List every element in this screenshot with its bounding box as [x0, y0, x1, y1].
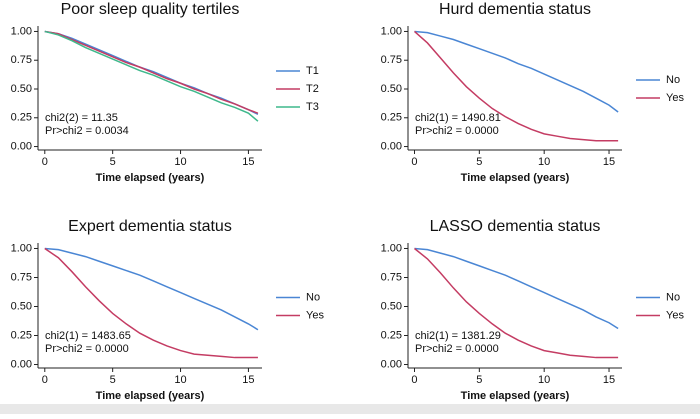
y-tick-label: 0.00: [11, 140, 32, 152]
x-tick-label: 15: [603, 156, 615, 168]
x-axis-label: Time elapsed (years): [461, 390, 570, 402]
x-tick-label: 15: [242, 374, 254, 386]
y-tick-label: 0.75: [381, 54, 402, 66]
y-tick-label: 0.75: [11, 271, 32, 283]
legend-label: No: [666, 291, 680, 303]
survival-line: [414, 30, 619, 113]
y-tick-label: 0.50: [381, 300, 402, 312]
legend-label: No: [306, 291, 320, 303]
x-tick-label: 15: [242, 156, 254, 168]
x-tick-label: 0: [42, 374, 48, 386]
x-tick-label: 5: [110, 156, 116, 168]
survival-line: [44, 247, 258, 359]
annotation: chi2(1) = 1490.81: [415, 112, 501, 124]
y-tick-label: 0.25: [11, 112, 32, 124]
x-axis-label: Time elapsed (years): [461, 172, 570, 184]
x-tick-label: 15: [603, 374, 615, 386]
annotation: Pr>chi2 = 0.0034: [45, 125, 129, 137]
y-tick-label: 1.00: [11, 242, 32, 254]
survival-line: [44, 30, 259, 114]
y-tick-label: 0.50: [11, 300, 32, 312]
x-axis-label: Time elapsed (years): [96, 172, 205, 184]
x-tick-label: 0: [411, 374, 417, 386]
annotation: Pr>chi2 = 0.0000: [415, 343, 499, 355]
survival-line: [44, 30, 259, 122]
survival-line: [414, 247, 619, 330]
x-tick-label: 0: [42, 156, 48, 168]
survival-line: [413, 30, 619, 142]
y-tick-label: 0.00: [11, 358, 32, 370]
x-axis-label: Time elapsed (years): [96, 390, 205, 402]
y-tick-label: 1.00: [381, 242, 402, 254]
legend-label: Yes: [306, 309, 324, 321]
y-tick-label: 1.00: [381, 25, 402, 37]
survival-line: [44, 247, 259, 331]
annotation: chi2(1) = 1381.29: [415, 330, 501, 342]
y-tick-label: 0.00: [381, 358, 402, 370]
x-tick-label: 10: [174, 374, 186, 386]
y-tick-label: 0.50: [11, 83, 32, 95]
x-tick-label: 10: [174, 156, 186, 168]
annotation: Pr>chi2 = 0.0000: [415, 125, 499, 137]
annotation: chi2(1) = 1483.65: [45, 330, 131, 342]
panel-title: Poor sleep quality tertiles: [61, 1, 240, 18]
y-tick-label: 0.00: [381, 140, 402, 152]
x-tick-label: 5: [110, 374, 116, 386]
legend-label: T3: [306, 101, 319, 113]
annotation: chi2(2) = 11.35: [45, 112, 118, 124]
y-tick-label: 0.50: [381, 83, 402, 95]
bottom-strip: [0, 404, 700, 414]
annotation: Pr>chi2 = 0.0000: [45, 343, 129, 355]
x-tick-label: 5: [476, 156, 482, 168]
legend-label: T1: [306, 65, 319, 77]
panel-title: Expert dementia status: [68, 218, 232, 235]
x-tick-label: 10: [538, 156, 550, 168]
panel-title: Hurd dementia status: [439, 1, 591, 18]
y-tick-label: 0.25: [381, 112, 402, 124]
survival-line: [414, 247, 619, 359]
y-tick-label: 0.25: [11, 329, 32, 341]
x-tick-label: 5: [476, 374, 482, 386]
x-tick-label: 0: [411, 156, 417, 168]
y-tick-label: 0.75: [11, 54, 32, 66]
legend-label: Yes: [666, 309, 684, 321]
panel-title: LASSO dementia status: [430, 218, 601, 235]
y-tick-label: 1.00: [11, 25, 32, 37]
legend-label: T2: [306, 83, 319, 95]
legend-label: No: [666, 74, 680, 86]
x-tick-label: 10: [538, 374, 550, 386]
y-tick-label: 0.75: [381, 271, 402, 283]
y-tick-label: 0.25: [381, 329, 402, 341]
legend-label: Yes: [666, 92, 684, 104]
